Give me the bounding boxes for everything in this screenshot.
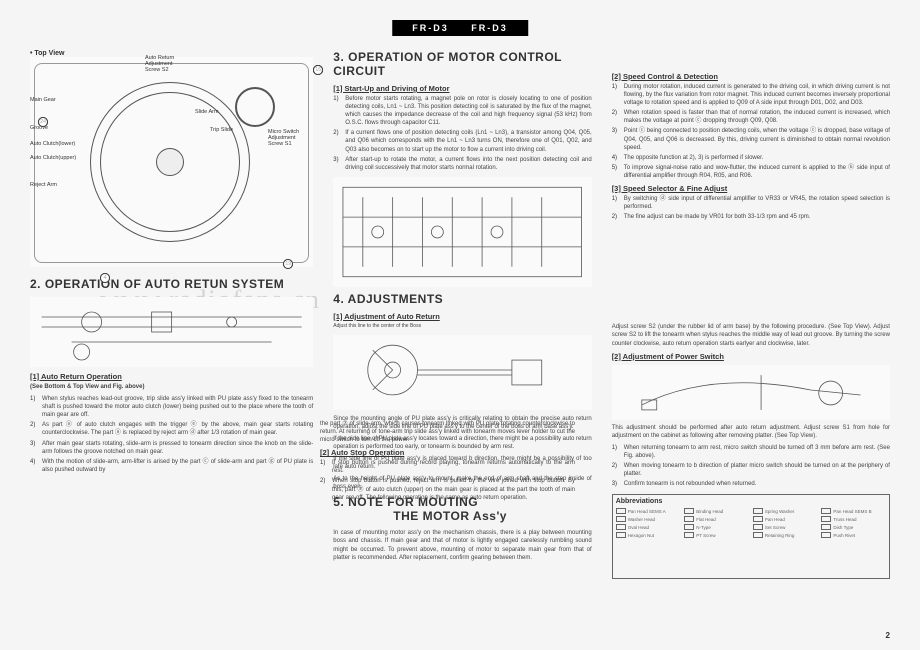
lbl-micro-switch: Micro Switch Adjustment Screw S1 (268, 129, 299, 147)
sub-speed-control: [2] Speed Control & Detection (612, 72, 890, 81)
lbl-main-gear: Main Gear (30, 97, 56, 103)
model-label-l: FR-D3 (412, 23, 449, 33)
list-item: 3)Point ⓒ being connected to position de… (612, 127, 890, 151)
adj-note: Adjust this line to the center of the Bo… (333, 323, 591, 330)
lbl-trip-slide: Trip Slide (210, 127, 233, 133)
page-number: 2 (886, 631, 890, 640)
list-item: 1)During motor rotation, induced current… (612, 83, 890, 107)
abbrev-item: Hexagon Nut (616, 532, 681, 538)
sub-auto-stop: [2] Auto Stop Operation (320, 448, 575, 457)
list-item: 1)If stop button is pushed during record… (320, 459, 575, 475)
abbrev-item: Spring Washer (753, 508, 818, 514)
list-item: 3)Confirm tonearm is not rebounded when … (612, 480, 890, 488)
abbrev-item: Pan Head (753, 516, 818, 522)
lbl-reject-arm: Reject Arm (30, 182, 57, 188)
list-item: 3)After start-up to rotate the motor, a … (333, 156, 591, 172)
callout-4: 4 (100, 273, 110, 283)
lbl-clutch-upper: Auto Clutch(upper) (30, 155, 76, 161)
list-item: 1)When stylus reaches lead-out groove, t… (30, 395, 313, 419)
list-item: 1)By switching ⓓ side input of different… (612, 195, 890, 211)
sub-auto-return-title: [1] Auto Return Operation (30, 372, 313, 381)
lbl-auto-return: Auto Return Adjustment Screw S2 (145, 55, 174, 73)
callout-19: 19 (283, 259, 293, 269)
list-item: 2)If a current flows one of position det… (333, 129, 591, 153)
mechanism-diagram (30, 297, 313, 367)
power-switch-diagram (612, 365, 890, 420)
abbrev-title: Abbreviations (616, 498, 886, 505)
sub-auto-return-note: (See Bottom & Top View and Fig. above) (30, 383, 313, 391)
column-left: • Top View Main Gear Groove Auto Clutch(… (30, 50, 313, 579)
section-2-title: 2. OPERATION OF AUTO RETUN SYSTEM (30, 277, 313, 291)
list-item: 1)Before motor starts rotating, a magnet… (333, 95, 591, 127)
list-item: 2)When moving tonearm to b direction of … (612, 462, 890, 478)
abbrev-item: Dish Type (821, 524, 886, 530)
sub-power-switch: [2] Adjustment of Power Switch (612, 352, 890, 361)
section-5-title2: THE MOTOR Ass'y (393, 509, 591, 523)
abbrev-item: PT Screw (684, 532, 749, 538)
continuation-block: the part ⑦ of slide-arm, which causes to… (320, 420, 575, 504)
abbrev-item: Truss Head (821, 516, 886, 522)
abbrev-item: N-Type (684, 524, 749, 530)
abbrev-item: Retaining Ring (753, 532, 818, 538)
list-item: 2)When stop button is pushed, reject arm… (320, 477, 575, 501)
abbrev-item: Pan Head SEMS B (821, 508, 886, 514)
turntable-diagram: Main Gear Groove Auto Clutch(lower) Auto… (30, 57, 313, 267)
abbrev-item: Washer Head (616, 516, 681, 522)
abbrev-item: Pan Head SEMS A (616, 508, 681, 514)
sub-speed-selector: [3] Speed Selector & Fine Adjust (612, 184, 890, 193)
circuit-diagram (333, 177, 591, 287)
abbrev-item: Set Screw (753, 524, 818, 530)
adjustment-diagram (333, 335, 591, 410)
list-item: 3)After main gear starts rotating, slide… (30, 440, 313, 456)
list-item: 2)The fine adjust can be made by VR01 fo… (612, 213, 890, 221)
para-s2-adjust: Adjust screw S2 (under the rubber lid of… (612, 323, 890, 347)
section-4-title: 4. ADJUSTMENTS (333, 292, 591, 306)
note-motor-para: In case of mounting motor ass'y on the m… (333, 529, 591, 561)
section-3-title: 3. OPERATION OF MOTOR CONTROL CIRCUIT (333, 50, 591, 78)
model-header: FR-D3 FR-D3 (392, 20, 528, 36)
list-item: 2)When rotation speed is faster than tha… (612, 109, 890, 125)
abbrev-item: Push Rivet (821, 532, 886, 538)
lbl-clutch-lower: Auto Clutch(lower) (30, 141, 75, 147)
list-item: 1)When returning tonearm to arm rest, mi… (612, 444, 890, 460)
callout-16: 16 (313, 65, 323, 75)
list-item: 4)With the motion of slide-arm, arm-lift… (30, 458, 313, 474)
list-item: 4)The opposite function at 2), 3) is per… (612, 154, 890, 162)
lbl-slide-arm: Slide Arm (195, 109, 219, 115)
para-power: This adjustment should be performed afte… (612, 424, 890, 440)
sub-adj-auto-return: [1] Adjustment of Auto Return (333, 312, 591, 321)
abbrev-item: Flat Head (684, 516, 749, 522)
sub-startup-title: [1] Start-Up and Driving of Motor (333, 84, 591, 93)
model-label-r: FR-D3 (471, 23, 508, 33)
cont-para: the part ⑦ of slide-arm, which causes to… (320, 420, 575, 444)
list-item: 5)To improve signal-noise ratio and wow-… (612, 164, 890, 180)
column-right: [2] Speed Control & Detection 1)During m… (612, 50, 890, 579)
abbreviations-box: Abbreviations Pan Head SEMS ABinding Hea… (612, 494, 890, 579)
list-item: 2)As part ⓐ of auto clutch engages with … (30, 421, 313, 437)
abbrev-item: Oval Head (616, 524, 681, 530)
callout-24: 24 (38, 117, 48, 127)
abbrev-item: Binding Head (684, 508, 749, 514)
